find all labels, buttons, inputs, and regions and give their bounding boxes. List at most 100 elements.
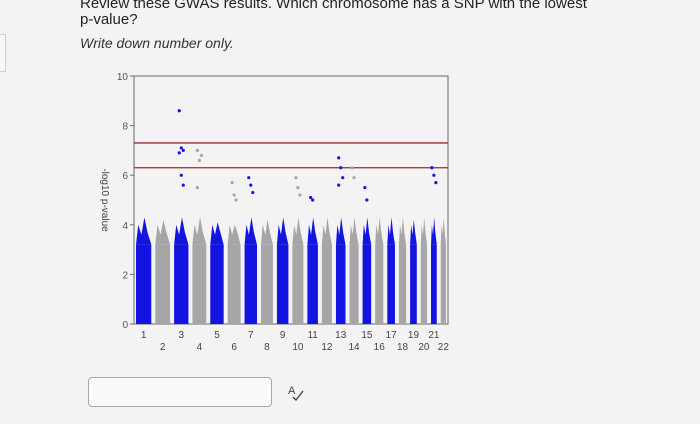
snp-point-chr-13 xyxy=(341,176,345,180)
snp-point-chr-13 xyxy=(337,183,341,187)
chromosome-16-snp-column xyxy=(375,244,384,324)
snp-point-chr-3 xyxy=(177,151,181,155)
x-tick-label: 13 xyxy=(335,330,347,341)
chromosome-5-snp-peak xyxy=(210,222,224,245)
y-tick-label: 8 xyxy=(122,122,128,133)
snp-point-chr-3 xyxy=(179,146,183,150)
snp-point-chr-10 xyxy=(298,193,302,197)
chromosome-7-snp-peak xyxy=(244,217,257,245)
y-tick-label: 10 xyxy=(117,72,129,83)
chromosome-18-snp-column xyxy=(398,244,407,324)
chromosome-22-snp-peak xyxy=(440,217,446,245)
x-tick-label: 21 xyxy=(428,330,440,341)
chromosome-19-snp-peak xyxy=(410,219,417,245)
chromosome-13-snp-peak xyxy=(335,217,346,245)
chromosome-14-snp-peak xyxy=(349,217,359,245)
chromosome-14-snp-column xyxy=(349,244,359,324)
chromosome-18-snp-peak xyxy=(398,217,407,245)
chromosome-11-snp-column xyxy=(307,244,318,324)
snp-point-chr-14 xyxy=(352,176,356,180)
chromosome-12-snp-peak xyxy=(321,217,332,245)
x-tick-label: 17 xyxy=(386,330,398,341)
x-tick-label: 3 xyxy=(178,330,184,341)
chromosome-10-snp-peak xyxy=(292,217,304,245)
x-tick-label: 11 xyxy=(307,330,318,341)
manhattan-plot: 0 2 4 6 8 10 -log10 p-value 1 3 5 7 9 11 13 15 17 19 21 2 4… xyxy=(88,66,468,371)
chromosome-9-snp-column xyxy=(276,244,289,324)
x-tick-label: 5 xyxy=(214,330,220,341)
snp-point-chr-3 xyxy=(181,148,185,152)
chromosome-12-snp-column xyxy=(321,244,332,324)
x-tick-label: 22 xyxy=(438,342,450,353)
plot-frame xyxy=(133,75,449,325)
chromosome-4-snp-peak xyxy=(192,217,207,245)
chromosome-20-snp-peak xyxy=(420,217,428,245)
chromosome-7-snp-column xyxy=(244,244,257,324)
snp-point-chr-6 xyxy=(234,198,238,202)
chromosome-21-snp-peak xyxy=(431,217,437,245)
snp-point-chr-10 xyxy=(294,176,298,180)
y-tick-label: 2 xyxy=(122,270,128,281)
question-instruction: Write down number only. xyxy=(80,35,234,51)
x-tick-label: 9 xyxy=(280,330,286,341)
x-tick-label: 20 xyxy=(418,342,430,353)
snp-point-chr-21 xyxy=(434,181,438,185)
answer-input[interactable] xyxy=(88,377,272,407)
snp-point-chr-11 xyxy=(311,198,315,202)
chromosome-10-snp-column xyxy=(292,244,304,324)
x-tick-label: 7 xyxy=(248,330,254,341)
snp-point-chr-15 xyxy=(363,186,367,190)
side-panel-edge xyxy=(0,34,6,72)
x-tick-label: 12 xyxy=(321,342,333,353)
chromosome-17-snp-peak xyxy=(387,217,395,245)
x-tick-label: 15 xyxy=(361,330,373,341)
snp-point-chr-3 xyxy=(179,173,183,177)
chromosome-11-snp-peak xyxy=(307,217,318,245)
chromosome-17-snp-column xyxy=(387,244,395,324)
question-text: Review these GWAS results. Which chromos… xyxy=(80,0,587,28)
snp-point-chr-3 xyxy=(181,183,185,187)
x-tick-label: 2 xyxy=(160,342,166,353)
svg-text:A: A xyxy=(288,385,296,397)
chromosome-3-snp-peak xyxy=(174,217,189,245)
chromosome-5-snp-column xyxy=(210,244,224,324)
snp-point-chr-3 xyxy=(177,109,181,113)
snp-point-chr-4 xyxy=(197,158,201,162)
x-tick-label: 4 xyxy=(197,342,203,353)
x-tick-label: 18 xyxy=(397,342,409,353)
chromosome-2-snp-column xyxy=(155,244,171,324)
snp-point-chr-10 xyxy=(296,186,300,190)
y-tick-label: 4 xyxy=(122,221,128,232)
x-tick-label: 16 xyxy=(374,342,386,353)
chromosome-4-snp-column xyxy=(192,244,207,324)
chromosome-8-snp-peak xyxy=(260,219,273,245)
snp-point-chr-7 xyxy=(251,190,255,195)
snp-point-chr-4 xyxy=(195,186,199,190)
snp-point-chr-14 xyxy=(350,166,354,170)
chromosome-22-snp-column xyxy=(440,244,446,324)
chromosome-6-snp-peak xyxy=(227,224,241,245)
chromosome-20-snp-column xyxy=(420,244,428,324)
chromosome-16-snp-peak xyxy=(375,217,384,245)
chromosome-6-snp-column xyxy=(227,244,241,324)
snp-point-chr-7 xyxy=(247,176,251,180)
snp-point-chr-13 xyxy=(337,156,341,160)
snp-point-chr-13 xyxy=(339,166,343,170)
chromosome-8-snp-column xyxy=(260,244,273,324)
chromosome-19-snp-column xyxy=(410,244,417,324)
snp-point-chr-21 xyxy=(432,173,436,177)
y-tick-label: 0 xyxy=(122,320,128,331)
x-tick-label: 1 xyxy=(141,330,147,341)
chromosome-1-snp-column xyxy=(136,244,152,324)
spell-check-icon[interactable]: A xyxy=(286,382,306,402)
y-tick-label: 6 xyxy=(122,171,128,182)
snp-point-chr-6 xyxy=(230,181,234,185)
chromosome-2-snp-peak xyxy=(155,219,171,245)
chromosome-3-snp-column xyxy=(174,244,189,324)
snp-point-chr-11 xyxy=(309,195,313,200)
y-axis-label: -log10 p-value xyxy=(99,168,110,232)
x-tick-label: 8 xyxy=(264,342,270,353)
x-tick-label: 10 xyxy=(292,342,304,353)
chromosome-13-snp-column xyxy=(335,244,346,324)
